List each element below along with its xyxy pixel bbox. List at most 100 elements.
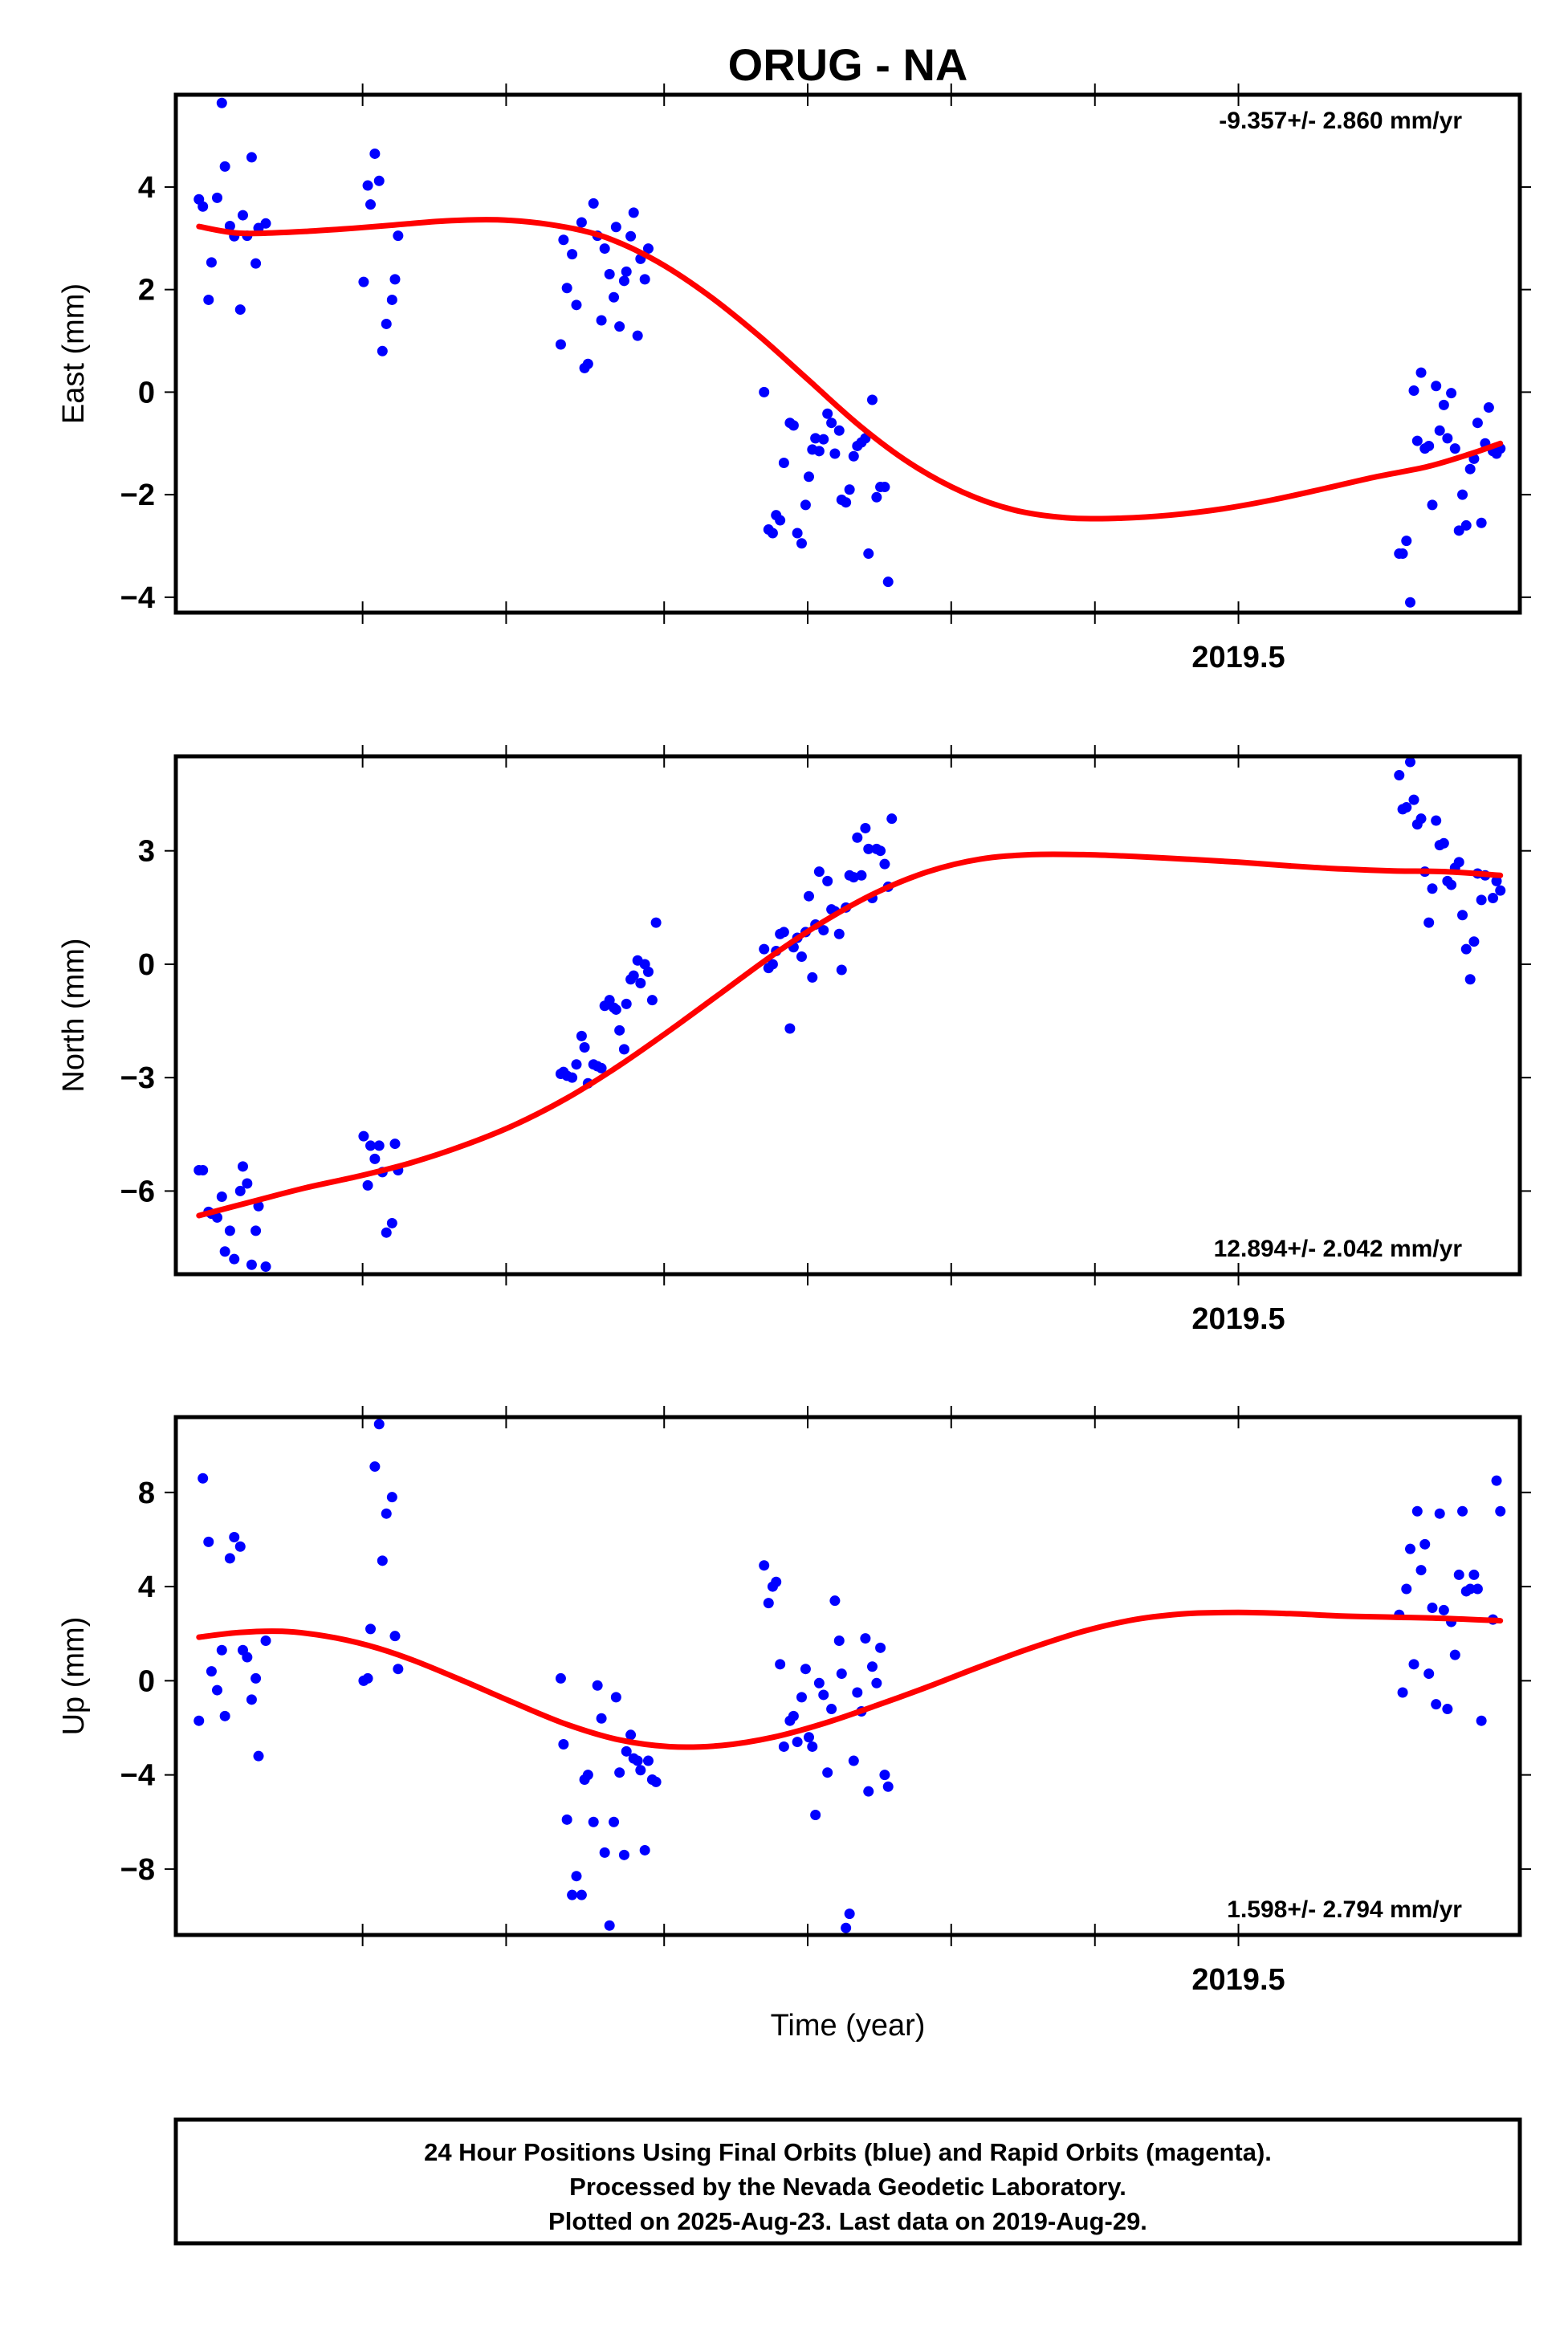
data-point bbox=[596, 315, 607, 326]
data-point bbox=[1408, 794, 1419, 805]
data-point bbox=[588, 198, 599, 209]
data-point bbox=[610, 1004, 621, 1015]
data-point bbox=[224, 1553, 235, 1564]
data-point bbox=[381, 1508, 392, 1519]
data-point bbox=[242, 1652, 253, 1663]
data-layer bbox=[193, 1419, 1506, 1933]
data-point bbox=[844, 484, 855, 495]
data-point bbox=[1483, 402, 1494, 413]
data-point bbox=[386, 1217, 397, 1228]
axis-frame bbox=[173, 92, 1522, 615]
data-point bbox=[389, 1139, 401, 1150]
data-point bbox=[871, 491, 882, 503]
data-point bbox=[882, 1781, 894, 1792]
data-point bbox=[1464, 1583, 1476, 1595]
data-point bbox=[646, 995, 658, 1006]
data-point bbox=[879, 858, 890, 870]
data-point bbox=[803, 890, 814, 902]
data-point bbox=[253, 1200, 264, 1212]
data-point bbox=[582, 358, 593, 369]
data-point bbox=[860, 822, 871, 833]
data-point bbox=[242, 1178, 253, 1189]
data-point bbox=[206, 1666, 217, 1677]
data-point bbox=[604, 995, 615, 1006]
data-point bbox=[1408, 385, 1419, 396]
data-point bbox=[1468, 1569, 1480, 1580]
data-point bbox=[203, 1536, 214, 1547]
data-point bbox=[1427, 1602, 1438, 1613]
data-point bbox=[852, 832, 863, 843]
data-point bbox=[642, 243, 654, 255]
data-point bbox=[848, 1755, 859, 1766]
data-point bbox=[229, 1253, 240, 1265]
data-point bbox=[1397, 1687, 1408, 1698]
data-point bbox=[844, 1908, 855, 1920]
data-point bbox=[618, 275, 629, 287]
data-point bbox=[1464, 463, 1476, 475]
data-point bbox=[628, 970, 639, 981]
data-point bbox=[555, 339, 566, 350]
data-point bbox=[1401, 536, 1412, 547]
data-point bbox=[822, 875, 833, 886]
data-point bbox=[767, 528, 778, 539]
data-point bbox=[628, 207, 639, 218]
data-point bbox=[763, 1598, 774, 1609]
data-point bbox=[561, 283, 572, 294]
y-tick-label: 0 bbox=[138, 948, 155, 982]
data-point bbox=[618, 1044, 629, 1055]
data-point bbox=[596, 1062, 607, 1073]
data-point bbox=[389, 274, 401, 285]
data-point bbox=[829, 448, 841, 459]
data-point bbox=[1472, 418, 1483, 429]
data-point bbox=[1431, 381, 1442, 392]
data-point bbox=[389, 1631, 401, 1642]
axis-frame bbox=[173, 1415, 1522, 1937]
data-point bbox=[373, 1140, 385, 1151]
data-point bbox=[818, 1689, 829, 1701]
data-point bbox=[632, 1755, 643, 1766]
y-tick-label: 2 bbox=[138, 274, 155, 308]
data-point bbox=[800, 1664, 811, 1675]
data-point bbox=[246, 1694, 257, 1705]
data-point bbox=[381, 1227, 392, 1238]
data-point bbox=[829, 1595, 841, 1607]
data-point bbox=[212, 192, 223, 203]
data-point bbox=[1405, 597, 1416, 608]
data-point bbox=[639, 274, 650, 285]
data-point bbox=[650, 917, 662, 928]
data-point bbox=[852, 1687, 863, 1698]
data-point bbox=[807, 972, 818, 983]
y-axis-label: Up (mm) bbox=[57, 1617, 91, 1736]
rate-annotation: 1.598+/- 2.794 mm/yr bbox=[1227, 1896, 1462, 1923]
data-point bbox=[1394, 770, 1405, 781]
data-point bbox=[604, 269, 615, 280]
data-point bbox=[625, 230, 637, 242]
y-tick-label: 3 bbox=[138, 835, 155, 869]
data-point bbox=[377, 345, 388, 356]
data-point bbox=[198, 1473, 209, 1484]
caption-line-1: 24 Hour Positions Using Final Orbits (bl… bbox=[424, 2138, 1272, 2166]
data-point bbox=[841, 497, 852, 508]
data-point bbox=[216, 1644, 227, 1656]
data-point bbox=[369, 148, 381, 159]
data-point bbox=[621, 266, 632, 277]
data-point bbox=[1411, 1505, 1423, 1517]
x-tick-label: 2019.5 bbox=[1191, 641, 1285, 674]
data-point bbox=[219, 161, 230, 172]
data-point bbox=[260, 218, 271, 229]
data-point bbox=[592, 1680, 603, 1691]
data-point bbox=[1423, 440, 1435, 451]
data-point bbox=[365, 1623, 377, 1635]
data-point bbox=[1423, 917, 1435, 928]
data-point bbox=[1476, 894, 1487, 906]
data-point bbox=[1411, 435, 1423, 446]
caption-box: 24 Hour Positions Using Final Orbits (bl… bbox=[173, 2117, 1522, 2246]
y-tick-label: −2 bbox=[120, 479, 155, 512]
data-point bbox=[833, 928, 845, 939]
data-point bbox=[778, 458, 789, 469]
data-point bbox=[1442, 1704, 1453, 1715]
data-point bbox=[237, 1161, 248, 1172]
data-point bbox=[610, 222, 621, 233]
data-point bbox=[246, 1259, 257, 1270]
data-point bbox=[610, 1692, 621, 1703]
